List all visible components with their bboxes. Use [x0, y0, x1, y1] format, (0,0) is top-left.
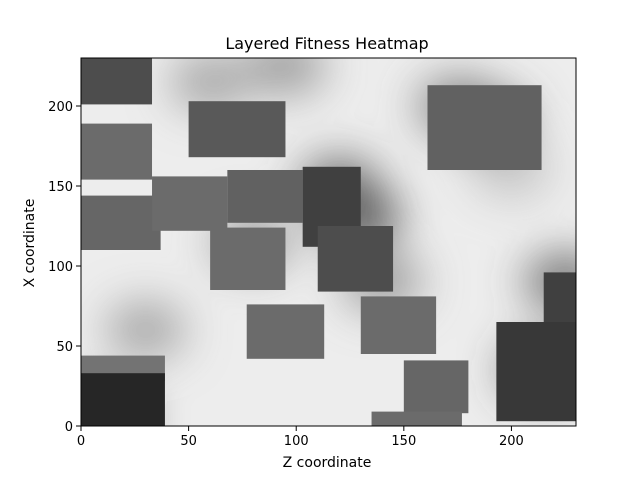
y-tick-label: 150 — [48, 180, 73, 195]
heatmap-patch-2 — [81, 195, 161, 250]
heatmap-patch-9 — [427, 85, 542, 170]
y-tick-label: 0 — [65, 420, 73, 435]
y-tick-label: 50 — [56, 340, 73, 355]
x-axis-label: Z coordinate — [283, 455, 372, 471]
x-tick-label: 200 — [499, 434, 524, 449]
heatmap-patch-15 — [543, 272, 576, 322]
y-tick-label: 200 — [48, 100, 73, 115]
heatmap-patch-11 — [360, 296, 437, 354]
y-tick-label: 100 — [48, 260, 73, 275]
heatmap-blob — [245, 58, 326, 94]
heatmap-patch-1 — [81, 123, 153, 180]
y-axis-label: X coordinate — [22, 199, 38, 288]
heatmap-patch-3 — [152, 176, 228, 231]
chart-title: Layered Fitness Heatmap — [225, 34, 428, 53]
x-tick-label: 0 — [77, 434, 85, 449]
heatmap-patch-10 — [246, 304, 325, 359]
heatmap-patch-17 — [81, 373, 165, 426]
heatmap-patch-12 — [403, 360, 469, 414]
heatmap-patches — [81, 58, 576, 426]
heatmap-patch-14 — [496, 322, 576, 422]
x-tick-label: 150 — [391, 434, 416, 449]
y-axis-ticks: 0 50 100 150 200 — [48, 100, 81, 435]
heatmap-patch-13 — [371, 411, 462, 426]
heatmap-patch-5 — [227, 170, 303, 223]
x-axis-ticks: 0 50 100 150 200 — [77, 426, 524, 449]
heatmap-blob — [105, 302, 186, 358]
heatmap-patch-7 — [210, 227, 286, 290]
plot-area — [80, 57, 577, 427]
heatmap-blob — [170, 58, 251, 110]
heatmap-patch-4 — [188, 101, 286, 158]
plot-frame — [80, 57, 577, 427]
heatmap-patch-8 — [317, 226, 394, 292]
heatmap-patch-0 — [81, 58, 153, 105]
x-tick-label: 100 — [284, 434, 309, 449]
x-tick-label: 50 — [180, 434, 197, 449]
